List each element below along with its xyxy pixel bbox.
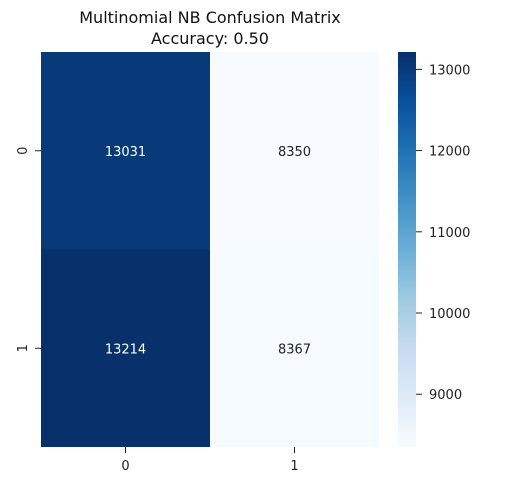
heatmap-cell-0-1 [210, 52, 379, 250]
y-tick-label-0: 0 [16, 147, 31, 155]
heatmap-cell-label-1-0: 13214 [105, 342, 146, 357]
x-tick-label-1: 1 [290, 459, 298, 474]
heatmap-cell-1-0 [41, 249, 210, 447]
heatmap: 13031 8350 13214 8367 [41, 52, 379, 447]
colorbar-tick-label-1: 10000 [429, 307, 470, 322]
heatmap-cell-label-0-0: 13031 [105, 145, 146, 160]
y-tick-label-1: 1 [16, 344, 31, 352]
x-tick-label-0: 0 [121, 459, 129, 474]
chart-title-line-1: Multinomial NB Confusion Matrix [79, 8, 340, 27]
colorbar-tick-label-4: 13000 [429, 63, 470, 78]
heatmap-cell-label-1-1: 8367 [278, 342, 311, 357]
heatmap-cell-1-1 [210, 249, 379, 447]
colorbar-scale [398, 52, 416, 447]
colorbar-tick-label-2: 11000 [429, 226, 470, 241]
heatmap-cell-label-0-1: 8350 [278, 145, 311, 160]
colorbar-tick-label-0: 9000 [429, 388, 462, 403]
heatmap-axes: 0 1 0 1 [16, 147, 299, 474]
chart-title-line-2: Accuracy: 0.50 [151, 29, 269, 48]
colorbar: 9000 10000 11000 12000 13000 [398, 52, 470, 447]
heatmap-cell-0-0 [41, 52, 210, 250]
colorbar-tick-label-3: 12000 [429, 145, 470, 160]
